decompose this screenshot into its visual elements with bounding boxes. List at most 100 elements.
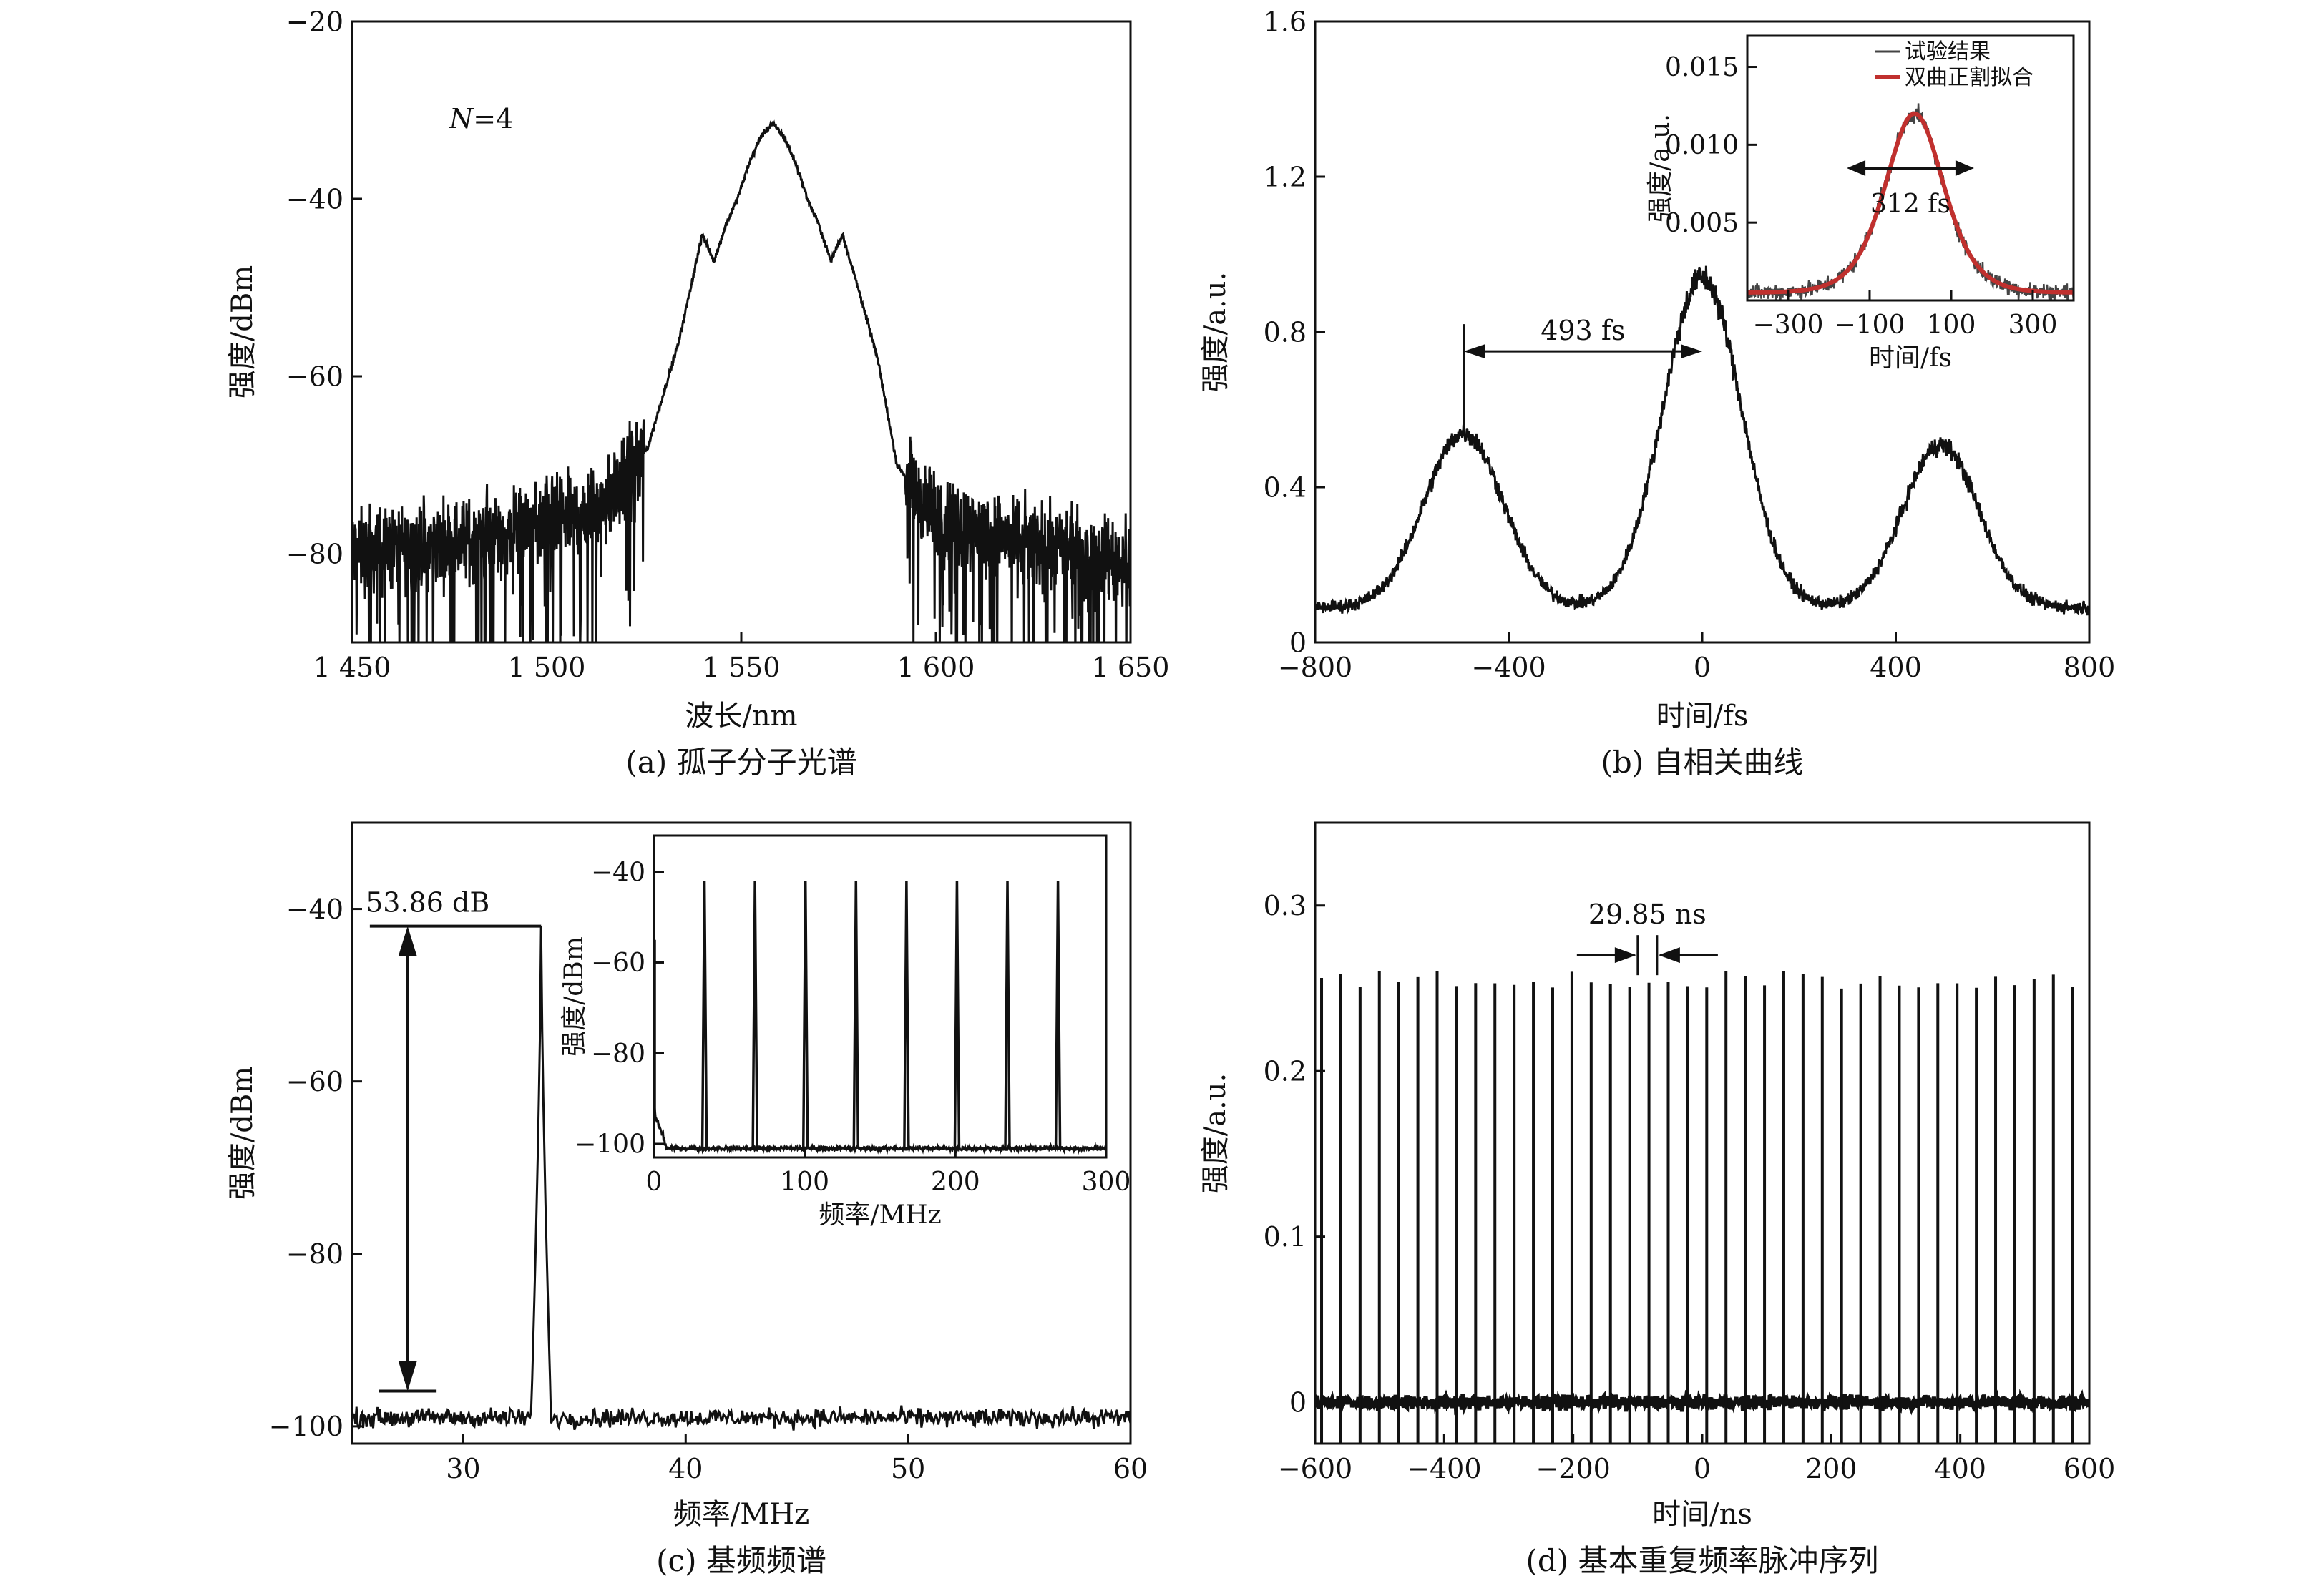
b-x-tick-label: 400	[1870, 652, 1922, 683]
b-y-tick-label: 1.2	[1264, 161, 1307, 192]
c-x-axis-label: 频率/MHz	[673, 1498, 809, 1531]
panel-b-chart: −800 −400 0 400 800 0 0.4 0.8 1.2 1.6 493 fs 时间/f…	[1199, 6, 2115, 780]
a-y-tick-label: −60	[286, 361, 343, 392]
b-arrow-head-right	[1681, 344, 1702, 359]
ci-y-tick-label: −80	[591, 1039, 645, 1069]
a-spectrum-line	[352, 119, 1131, 642]
c-ticks: 30 40 50 60 −40 −60 −80 −100	[269, 894, 1148, 1484]
a-annotation-n-value: =4	[473, 103, 513, 134]
a-y-tick-label: −80	[286, 538, 343, 569]
d-y-tick-label: 0.1	[1264, 1221, 1307, 1253]
d-y-axis-label: 强度/a.u.	[1199, 1073, 1232, 1194]
c-inset-noise-line	[654, 1107, 1106, 1155]
d-baseline-noise	[1315, 1389, 2089, 1416]
bi-y-tick-label: 0.005	[1665, 209, 1739, 238]
a-x-tick-label: 1 450	[313, 652, 391, 683]
b-arrow-head-left	[1463, 344, 1485, 359]
a-series	[352, 119, 1131, 642]
a-x-tick-label: 1 550	[703, 652, 781, 683]
d-x-axis-label: 时间/ns	[1652, 1498, 1752, 1531]
b-delay-arrow	[1463, 324, 1702, 426]
a-x-tick-label: 1 500	[508, 652, 586, 683]
c-inset-harmonic-peak	[751, 881, 758, 1149]
panel-a-chart: 1 450 1 500 1 550 1 600 1 650 −20 −40 −60 −80 波长…	[226, 6, 1169, 780]
c-y-tick-label: −60	[286, 1066, 343, 1097]
c-snr-label: 53.86 dB	[366, 887, 489, 919]
ci-x-tick-label: 100	[780, 1168, 829, 1197]
b-inset-x-axis-label: 时间/fs	[1869, 343, 1952, 373]
a-x-tick-label: 1 600	[897, 652, 975, 683]
ci-y-tick-label: −100	[575, 1130, 645, 1160]
d-x-tick-label: 600	[2064, 1453, 2116, 1484]
d-x-tick-label: 0	[1694, 1453, 1711, 1484]
c-inset-harmonic-peak	[801, 881, 809, 1149]
c-x-tick-label: 40	[668, 1453, 703, 1484]
d-period-arrow-right-head	[1658, 947, 1680, 964]
b-x-tick-label: −400	[1471, 652, 1546, 683]
c-inset-harmonic-peak	[903, 881, 910, 1149]
b-x-tick-label: −800	[1278, 652, 1352, 683]
c-plot-frame	[351, 821, 1132, 1445]
ci-y-tick-label: −60	[591, 949, 645, 978]
b-inset-chart: −300 −100 100 300 0.005 0.010 0.015 312 fs 试验结…	[1646, 34, 2075, 373]
a-annotation-n: N=4	[449, 103, 513, 134]
c-x-tick-label: 50	[891, 1453, 925, 1484]
b-y-tick-label: 0	[1289, 627, 1307, 658]
b-inset-fwhm-arrow	[1847, 160, 1974, 176]
a-y-axis-label: 强度/dBm	[226, 265, 259, 398]
b-inset-ticks: −300 −100 100 300 0.005 0.010 0.015	[1665, 53, 2057, 340]
b-delay-label: 493 fs	[1541, 315, 1625, 346]
c-inset-harmonic-peak	[953, 881, 961, 1149]
panel-c-chart: 30 40 50 60 −40 −60 −80 −100 53.86 dB 频率/MHz 强度…	[226, 821, 1148, 1578]
b-x-axis-label: 时间/fs	[1656, 700, 1749, 733]
d-x-tick-label: 400	[1934, 1453, 1986, 1484]
d-period-label: 29.85 ns	[1588, 899, 1707, 930]
d-x-tick-label: −400	[1407, 1453, 1481, 1484]
d-y-tick-label: 0.2	[1264, 1056, 1307, 1087]
c-arrow-head-bottom	[398, 1361, 417, 1391]
a-ticks: 1 450 1 500 1 550 1 600 1 650 −20 −40 −60 −80	[286, 6, 1170, 683]
c-x-tick-label: 30	[446, 1453, 480, 1484]
b-inset-frame	[1746, 34, 2075, 302]
b-inset-legend: 试验结果 双曲正割拟合	[1875, 39, 2034, 90]
bi-x-tick-label: 300	[2008, 310, 2058, 340]
a-x-axis-label: 波长/nm	[685, 700, 797, 733]
d-caption: (d) 基本重复频率脉冲序列	[1525, 1543, 1878, 1578]
b-y-tick-label: 0.4	[1264, 471, 1307, 503]
c-y-tick-label: −40	[286, 894, 343, 925]
b-x-tick-label: 800	[2064, 652, 2116, 683]
b-y-axis-label: 强度/a.u.	[1199, 272, 1232, 393]
bi-y-tick-label: 0.015	[1665, 53, 1739, 82]
ci-x-tick-label: 200	[931, 1168, 980, 1197]
ci-x-tick-label: 300	[1082, 1168, 1131, 1197]
c-y-axis-label: 强度/dBm	[226, 1067, 259, 1200]
b-series	[1315, 265, 2089, 616]
c-inset-y-axis-label: 强度/dBm	[560, 936, 589, 1057]
c-y-tick-label: −100	[269, 1411, 343, 1442]
bi-x-tick-label: −300	[1753, 310, 1824, 340]
b-inset-fwhm-label: 312 fs	[1870, 190, 1951, 219]
b-inset-y-axis-label: 强度/a.u.	[1646, 114, 1675, 222]
d-x-tick-label: −600	[1278, 1453, 1352, 1484]
c-inset-harmonic-peak	[852, 881, 860, 1149]
d-x-tick-label: 200	[1805, 1453, 1857, 1484]
panel-d-chart: −600 −400 −200 0 200 400 600 0 0.1 0.2 0.3 29.85 n…	[1199, 821, 2116, 1578]
b-x-tick-label: 0	[1694, 652, 1711, 683]
b-caption: (b) 自相关曲线	[1601, 745, 1803, 780]
b-inset-arrow-head-right	[1955, 160, 1974, 176]
c-inset-chart: 0 100 200 300 −40 −60 −80 −100 频率/MHz 强度/dBm	[560, 834, 1131, 1230]
a-y-tick-label: −20	[286, 6, 343, 37]
b-inset-series	[1747, 103, 2074, 300]
b-y-tick-label: 1.6	[1264, 6, 1307, 37]
a-annotation-n-symbol: N	[449, 103, 474, 134]
d-x-tick-label: −200	[1536, 1453, 1610, 1484]
b-y-tick-label: 0.8	[1264, 316, 1307, 348]
c-inset-x-axis-label: 频率/MHz	[819, 1200, 941, 1230]
d-y-tick-label: 0.3	[1264, 890, 1307, 921]
c-x-tick-label: 60	[1113, 1453, 1148, 1484]
b-ticks: −800 −400 0 400 800 0 0.4 0.8 1.2 1.6	[1264, 6, 2116, 683]
a-y-tick-label: −40	[286, 183, 343, 215]
c-inset-frame	[653, 834, 1108, 1159]
c-inset-harmonic-peak	[700, 881, 708, 1149]
